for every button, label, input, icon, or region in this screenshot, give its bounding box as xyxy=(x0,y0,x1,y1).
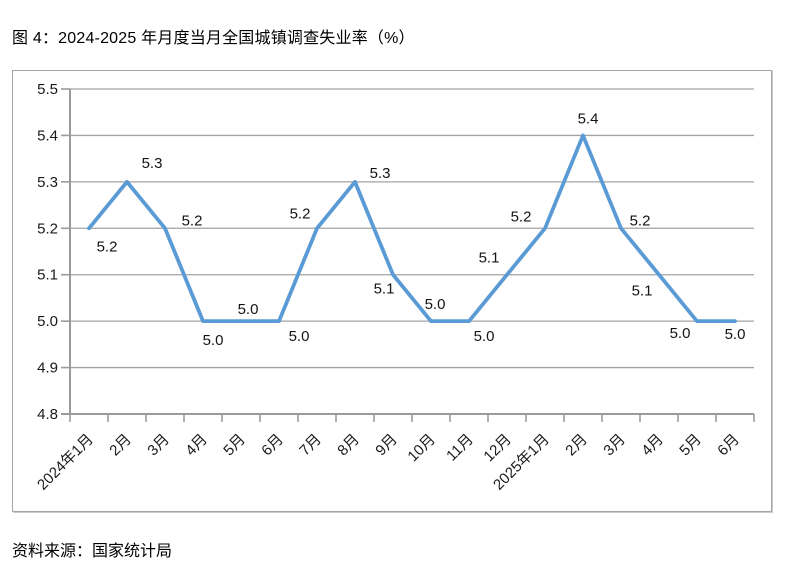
data-label: 5.3 xyxy=(142,155,163,172)
x-category-label: 10月 xyxy=(404,431,438,465)
source-note: 资料来源：国家统计局 xyxy=(12,543,173,560)
data-label: 5.0 xyxy=(289,328,310,345)
y-tick-label: 5.4 xyxy=(37,127,58,144)
data-label: 5.2 xyxy=(511,208,532,225)
data-label: 5.0 xyxy=(725,326,746,343)
y-tick-label: 5.1 xyxy=(37,267,58,284)
x-category-label: 7月 xyxy=(296,431,325,460)
y-tick-label: 4.8 xyxy=(37,406,58,423)
data-label: 5.3 xyxy=(370,165,391,182)
data-label: 5.0 xyxy=(670,325,691,342)
x-category-label: 5月 xyxy=(220,431,249,460)
x-category-label: 12月 xyxy=(480,431,514,465)
figure-title: 图 4：2024-2025 年月度当月全国城镇调查失业率（%） xyxy=(12,30,415,47)
data-label: 5.2 xyxy=(290,205,311,222)
y-tick-label: 5.0 xyxy=(37,313,58,330)
y-tick-label: 5.5 xyxy=(37,81,58,98)
data-label: 5.0 xyxy=(474,328,495,345)
data-label: 5.0 xyxy=(238,301,259,318)
chart-area: 5.5 5.4 5.3 5.2 5.1 5.0 4.9 4.8 2024年1月 2月 3月 4月 5月 6… xyxy=(12,70,772,512)
data-label: 5.2 xyxy=(182,212,203,229)
line-chart: 5.5 5.4 5.3 5.2 5.1 5.0 4.9 4.8 2024年1月 2月 3月 4月 5月 6… xyxy=(34,81,755,494)
x-category-label: 2月 xyxy=(106,431,135,460)
data-label: 5.2 xyxy=(630,212,651,229)
x-category-label: 5月 xyxy=(676,431,705,460)
data-label: 5.0 xyxy=(203,332,224,349)
x-category-label: 8月 xyxy=(334,431,363,460)
y-tick-label: 5.2 xyxy=(37,220,58,237)
x-category-label: 4月 xyxy=(182,431,211,460)
x-category-label: 3月 xyxy=(144,431,173,460)
x-category-label: 4月 xyxy=(638,431,667,460)
data-label: 5.0 xyxy=(425,296,446,313)
x-category-label: 6月 xyxy=(714,431,743,460)
x-category-label: 2月 xyxy=(562,431,591,460)
x-category-label: 3月 xyxy=(600,431,629,460)
data-label: 5.2 xyxy=(97,238,118,255)
x-category-label: 2024年1月 xyxy=(34,431,97,494)
data-label: 5.1 xyxy=(479,250,500,267)
x-category-label: 9月 xyxy=(372,431,401,460)
y-tick-label: 5.3 xyxy=(37,174,58,191)
data-label: 5.1 xyxy=(374,281,395,298)
data-label: 5.1 xyxy=(632,283,653,300)
x-category-label: 6月 xyxy=(258,431,287,460)
data-label: 5.4 xyxy=(578,110,599,127)
x-category-label: 11月 xyxy=(443,431,477,465)
y-tick-label: 4.9 xyxy=(37,360,58,377)
unemployment-rate-line xyxy=(87,133,737,324)
